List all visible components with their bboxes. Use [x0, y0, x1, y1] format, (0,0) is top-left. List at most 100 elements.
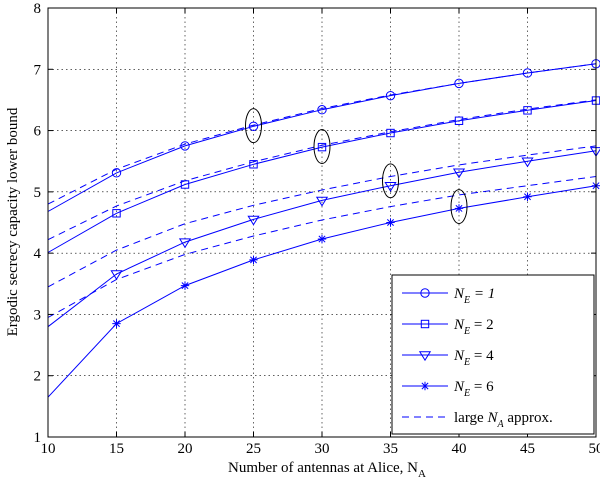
marker-circle [317, 105, 327, 115]
marker-circle [454, 78, 464, 89]
x-axis-label: Number of antennas at Alice, NA [228, 460, 426, 480]
data-point [452, 168, 466, 179]
x-tick-label: 50 [589, 441, 600, 457]
x-tick-label: 45 [520, 441, 535, 457]
legend-entry: NE = 2 [402, 317, 494, 337]
marker-circle [385, 90, 396, 101]
marker-square [523, 106, 532, 115]
x-tick-label: 25 [246, 441, 261, 457]
marker-square [454, 116, 464, 125]
legend-marker [420, 319, 430, 329]
approx-line-4 [47, 176, 597, 318]
marker-square [317, 142, 327, 152]
data-point [249, 160, 258, 169]
marker-star-d2 [386, 218, 395, 227]
marker-star-d2 [523, 193, 532, 201]
x-tick-label: 40 [452, 441, 467, 457]
annotation-ellipse [313, 129, 331, 165]
data-point [180, 281, 190, 290]
approx-lines [47, 63, 597, 318]
marker-square [249, 160, 258, 169]
y-tick-label: 2 [34, 369, 42, 385]
marker-circle [420, 288, 430, 298]
series-4 [47, 181, 600, 398]
series-line-1 [47, 63, 597, 212]
marker-triangle [521, 157, 534, 168]
annotation-ellipses [245, 108, 468, 225]
x-tick-label: 10 [41, 441, 56, 457]
data-point [248, 121, 259, 131]
legend-marker [418, 351, 432, 362]
data-point [317, 142, 327, 152]
data-point [454, 204, 464, 213]
y-tick-label: 5 [34, 185, 42, 201]
legend-marker [420, 288, 430, 298]
legend: NE = 1 NE = 2 NE = 4 NE = 6 large NA approx. [391, 274, 595, 435]
marker-triangle [247, 215, 260, 226]
annotation-ellipse [450, 189, 468, 225]
data-point [386, 128, 395, 138]
data-point [178, 238, 192, 249]
data-point [317, 234, 327, 244]
data-point [180, 141, 190, 151]
annotation-ellipse [382, 163, 399, 199]
marker-triangle [418, 351, 432, 362]
data-point [454, 116, 464, 125]
data-point [522, 68, 533, 78]
legend-entry: large NA approx. [402, 410, 553, 430]
approx-line-2 [47, 99, 597, 241]
marker-star-d2 [181, 282, 189, 290]
y-tick-label: 6 [34, 124, 42, 140]
marker-triangle [452, 168, 466, 179]
series-line-3 [47, 150, 597, 328]
approx-line-3 [47, 145, 597, 288]
x-tick-label: 30 [315, 441, 330, 457]
legend-marker [420, 381, 430, 391]
marker-circle [522, 68, 533, 78]
marker-star-d2 [112, 320, 121, 328]
legend-label: NE = 2 [453, 317, 494, 337]
data-point [386, 218, 395, 227]
series-2 [47, 96, 600, 253]
data-point [180, 180, 190, 189]
marker-square [180, 180, 190, 189]
data-point [385, 90, 396, 101]
legend-label: NE = 6 [453, 379, 494, 399]
series-lines [47, 59, 600, 398]
marker-triangle [315, 196, 329, 207]
x-tick-label: 20 [178, 441, 193, 457]
series-3 [47, 147, 600, 328]
annotation-ellipse [245, 108, 262, 144]
data-point [247, 215, 260, 226]
data-point [110, 270, 123, 281]
data-point [112, 209, 121, 218]
marker-star-d2 [455, 204, 463, 212]
grid [48, 8, 596, 437]
y-tick-label: 4 [34, 246, 42, 262]
legend-label: NE = 4 [453, 348, 494, 368]
y-axis-label: Ergodic secrecy capacity lower bound [5, 107, 21, 336]
series-line-2 [47, 100, 597, 253]
legend-label: NE = 1 [453, 286, 495, 306]
y-tick-label: 8 [34, 1, 42, 17]
series-1 [47, 59, 600, 212]
x-tick-label: 15 [109, 441, 124, 457]
data-point [454, 78, 464, 89]
x-tick-label: 35 [383, 441, 398, 457]
data-point [523, 106, 532, 115]
y-tick-label: 7 [34, 62, 42, 78]
data-point [315, 196, 329, 207]
data-point [384, 182, 397, 192]
approx-line-1 [47, 63, 597, 205]
data-point [317, 105, 327, 115]
marker-triangle [110, 270, 123, 281]
marker-circle [248, 121, 259, 131]
legend-entry: NE = 4 [402, 348, 494, 368]
legend-entry: NE = 1 [402, 286, 495, 306]
data-point [523, 192, 532, 201]
marker-circle [180, 141, 190, 151]
marker-triangle [384, 182, 397, 192]
marker-square [112, 209, 121, 218]
marker-triangle [178, 238, 192, 249]
